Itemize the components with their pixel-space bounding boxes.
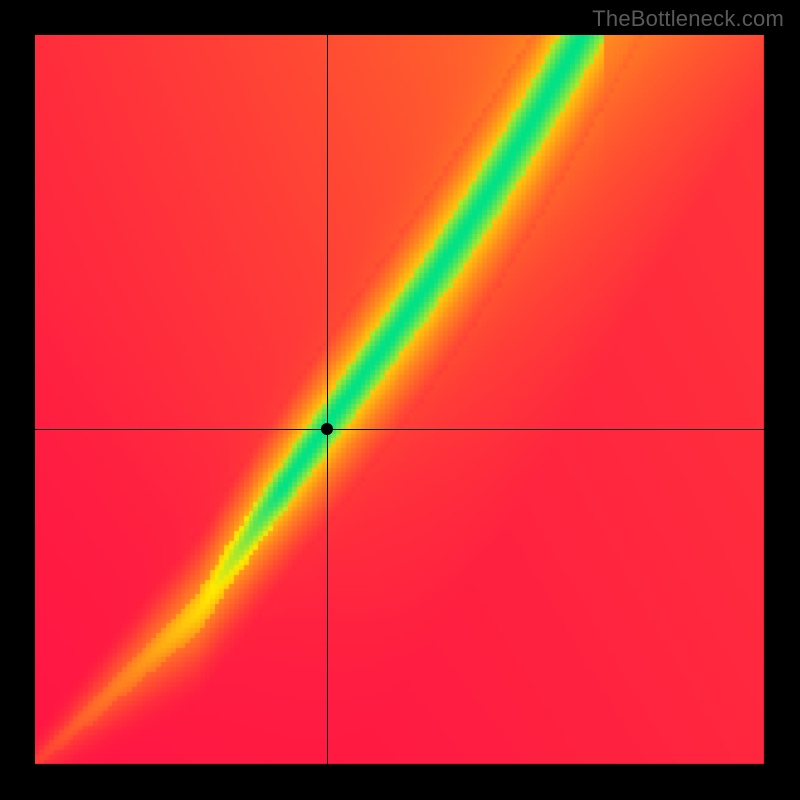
chart-container: TheBottleneck.com	[0, 0, 800, 800]
heatmap-canvas	[35, 35, 765, 765]
data-point-marker	[321, 423, 333, 435]
crosshair-horizontal	[35, 429, 765, 430]
crosshair-vertical	[327, 35, 328, 765]
plot-area	[35, 35, 765, 765]
watermark-text: TheBottleneck.com	[592, 6, 784, 32]
